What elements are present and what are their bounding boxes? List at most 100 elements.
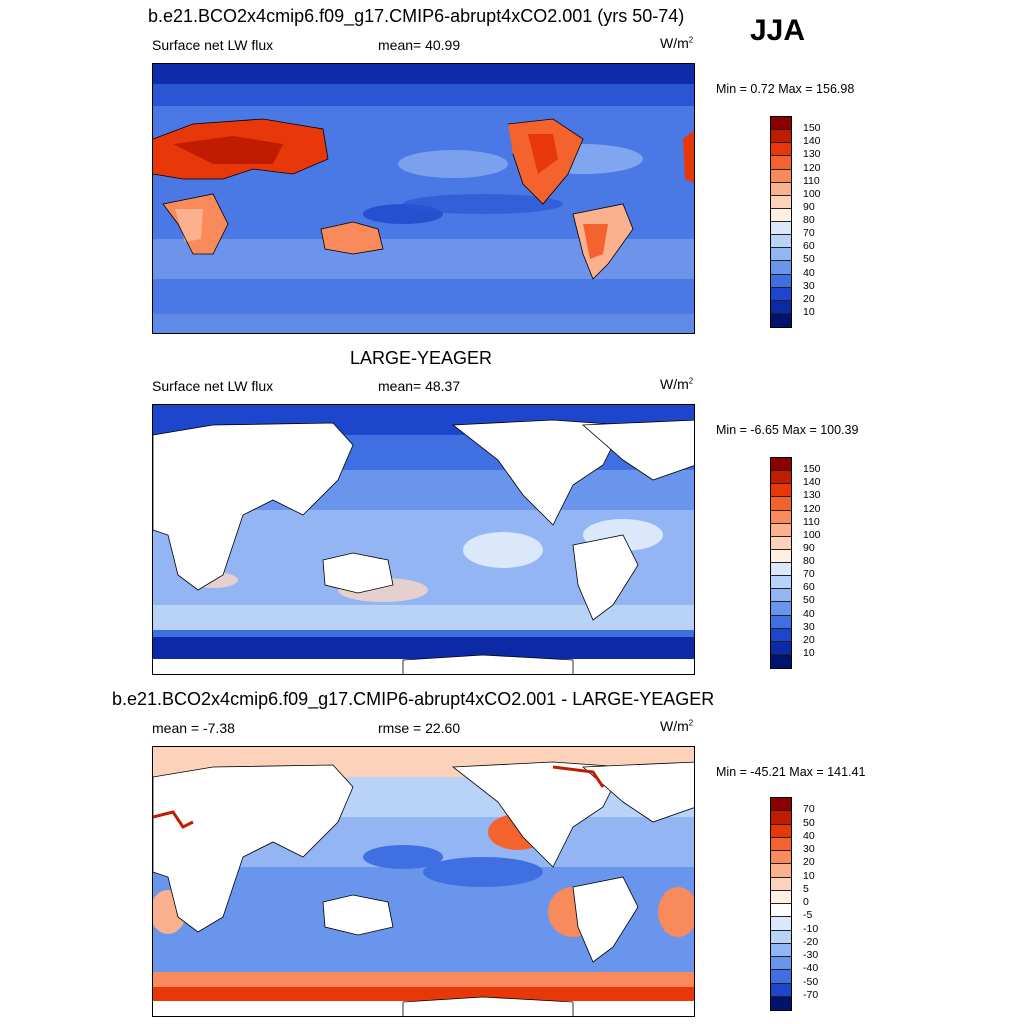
panel2-map [152,404,695,675]
panel1-colorbar [770,116,792,328]
colorbar-swatch [771,208,791,222]
colorbar-tick-label: -50 [803,975,819,988]
colorbar-swatch [771,130,791,144]
panel3-map [152,746,695,1017]
colorbar-tick-label: 100 [803,528,821,541]
colorbar-swatch [771,458,791,472]
colorbar-tick-label: 140 [803,135,821,148]
colorbar-swatch [771,300,791,314]
colorbar-tick-label: 130 [803,489,821,502]
colorbar-swatch [771,484,791,498]
colorbar-tick-label: 40 [803,266,815,279]
panel1-variable-label: Surface net LW flux [152,37,274,53]
colorbar-swatch [771,576,791,590]
colorbar-tick-label: 70 [803,568,815,581]
colorbar-tick-label: 60 [803,581,815,594]
colorbar-tick-label: 5 [803,882,809,895]
panel3-minmax: Min = -45.21 Max = 141.41 [716,765,866,779]
colorbar-tick-label: 150 [803,463,821,476]
colorbar-swatch [771,837,791,851]
colorbar-swatch [771,877,791,891]
colorbar-tick-label: 60 [803,240,815,253]
colorbar-tick-label: 20 [803,856,815,869]
colorbar-tick-label: 70 [803,227,815,240]
colorbar-swatch [771,589,791,603]
panel1-units: W/m2 [660,35,694,51]
colorbar-tick-label: 90 [803,541,815,554]
colorbar-swatch [771,957,791,971]
colorbar-tick-label: 100 [803,187,821,200]
colorbar-swatch [771,222,791,236]
panel3-rmse-label: rmse = 22.60 [378,720,461,736]
colorbar-swatch [771,261,791,275]
colorbar-tick-label: 10 [803,305,815,318]
panel2-variable-label: Surface net LW flux [152,378,274,394]
panel3-mean-label: mean = -7.38 [152,720,235,736]
colorbar-swatch [771,156,791,170]
colorbar-tick-label: 50 [803,253,815,266]
colorbar-tick-label: 70 [803,803,815,816]
colorbar-tick-label: -40 [803,962,819,975]
colorbar-swatch [771,549,791,563]
colorbar-tick-label: 130 [803,148,821,161]
colorbar-tick-label: 0 [803,896,809,908]
colorbar-tick-label: 120 [803,161,821,174]
panel1-title: b.e21.BCO2x4cmip6.f09_g17.CMIP6-abrupt4x… [148,6,685,26]
colorbar-swatch [771,117,791,131]
colorbar-tick-label: 20 [803,292,815,305]
colorbar-swatch [771,195,791,209]
colorbar-tick-label: 120 [803,502,821,515]
colorbar-swatch [771,248,791,262]
panel2-colorbar [770,457,792,669]
colorbar-swatch [771,523,791,537]
colorbar-tick-label: 110 [803,515,820,528]
colorbar-tick-label: 10 [803,646,815,659]
colorbar-tick-label: -20 [803,935,819,948]
colorbar-swatch [771,798,791,812]
colorbar-tick-label: -5 [803,909,813,922]
colorbar-swatch [771,287,791,301]
panel1-minmax: Min = 0.72 Max = 156.98 [716,82,855,96]
colorbar-swatch [771,313,791,327]
colorbar-tick-label: 30 [803,279,815,292]
panel1-mean-label: mean= 40.99 [378,37,461,53]
colorbar-swatch [771,602,791,616]
colorbar-swatch [771,641,791,655]
colorbar-swatch [771,996,791,1010]
colorbar-tick-label: 140 [803,476,821,489]
colorbar-swatch [771,983,791,997]
colorbar-swatch [771,143,791,157]
colorbar-tick-label: 30 [803,843,815,855]
colorbar-swatch [771,654,791,668]
colorbar-swatch [771,904,791,918]
colorbar-swatch [771,510,791,524]
colorbar-swatch [771,471,791,485]
colorbar-swatch [771,235,791,249]
panel3-units: W/m2 [660,718,694,734]
panel2-units: W/m2 [660,376,694,392]
panel2-minmax: Min = -6.65 Max = 100.39 [716,423,859,437]
colorbar-tick-label: 150 [803,122,821,135]
colorbar-tick-label: 80 [803,214,815,226]
colorbar-tick-label: 10 [803,869,815,882]
colorbar-swatch [771,563,791,577]
colorbar-tick-label: 40 [803,829,815,842]
colorbar-swatch [771,628,791,642]
colorbar-swatch [771,497,791,511]
colorbar-tick-label: 80 [803,555,815,567]
colorbar-swatch [771,851,791,865]
colorbar-swatch [771,274,791,288]
colorbar-tick-label: -10 [803,922,819,935]
colorbar-swatch [771,811,791,825]
colorbar-tick-label: 30 [803,620,815,633]
colorbar-swatch [771,864,791,878]
colorbar-tick-label: 110 [803,174,820,187]
colorbar-swatch [771,169,791,183]
colorbar-swatch [771,970,791,984]
colorbar-tick-label: 50 [803,594,815,607]
panel2-mean-label: mean= 48.37 [378,378,461,394]
colorbar-swatch [771,917,791,931]
colorbar-tick-label: 20 [803,633,815,646]
panel3-title: b.e21.BCO2x4cmip6.f09_g17.CMIP6-abrupt4x… [112,689,715,709]
colorbar-tick-label: -70 [803,988,819,1001]
